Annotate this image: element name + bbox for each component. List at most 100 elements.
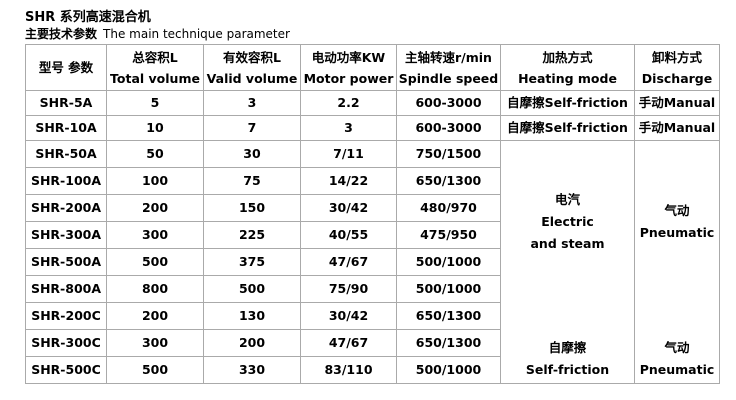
table-cell: 自摩擦Self-friction — [500, 115, 635, 141]
table-cell: 3 — [203, 90, 301, 116]
table-cell: 50 — [106, 140, 204, 168]
header-cn: 主轴转速r/min — [405, 49, 492, 65]
column-header: 有效容积L Valid volume — [203, 44, 301, 91]
table-cell: SHR-5A — [25, 90, 107, 116]
table-row: SHR-500A 500 375 47/67 500/1000 — [25, 248, 720, 276]
table-cell: 自摩擦Self-friction — [500, 90, 635, 116]
column-header: 加热方式 Heating mode — [500, 44, 635, 91]
discharge-group-a: 气动 Pneumatic — [634, 140, 720, 303]
table-cell: 75/90 — [300, 275, 397, 303]
table-cell: 30/42 — [300, 194, 397, 222]
heating-mode-group-c: 自摩擦 Self-friction — [500, 302, 635, 384]
subtitle: 主要技术参数 The main technique parameter — [25, 25, 290, 42]
table-cell: 150 — [203, 194, 301, 222]
table-cell: 300 — [106, 329, 204, 357]
table-cell: SHR-200C — [25, 302, 107, 330]
table-cell: 500 — [106, 248, 204, 276]
table-cell: 手动Manual — [634, 115, 720, 141]
table-row: SHR-100A 100 75 14/22 650/1300 — [25, 167, 720, 195]
table-cell: 300 — [106, 221, 204, 249]
heating-en: Self-friction — [525, 362, 610, 377]
header-cn: 有效容积L — [223, 49, 281, 65]
table-cell: 650/1300 — [396, 167, 501, 195]
header-en: Heating mode — [518, 70, 617, 86]
column-header: 型号 参数 — [25, 44, 107, 91]
table-cell: 130 — [203, 302, 301, 330]
discharge-en: Pneumatic — [639, 362, 715, 377]
table-cell: 330 — [203, 356, 301, 384]
table-cell: 3 — [300, 115, 397, 141]
table-cell: 500 — [106, 356, 204, 384]
table-cell: 7 — [203, 115, 301, 141]
table-cell: 200 — [106, 302, 204, 330]
table-cell: 750/1500 — [396, 140, 501, 168]
table-cell: 225 — [203, 221, 301, 249]
table-cell: 500/1000 — [396, 275, 501, 303]
discharge-cn: 气动 — [664, 202, 690, 218]
table-row: SHR-200A 200 150 30/42 480/970 — [25, 194, 720, 222]
table-cell: 5 — [106, 90, 204, 116]
table-row: SHR-500C 500 330 83/110 500/1000 — [25, 356, 720, 384]
discharge-en: Pneumatic — [639, 224, 715, 240]
page-title: SHR 系列高速混合机 — [25, 10, 151, 25]
discharge-cn: 气动 — [664, 340, 690, 355]
table-cell: SHR-300C — [25, 329, 107, 357]
table-cell: 100 — [106, 167, 204, 195]
table-cell: 650/1300 — [396, 302, 501, 330]
table-cell: 600-3000 — [396, 115, 501, 141]
column-header: 电动功率KW Motor power — [300, 44, 397, 91]
table-cell: 30/42 — [300, 302, 397, 330]
header-en: Valid volume — [206, 70, 298, 86]
table-cell: 75 — [203, 167, 301, 195]
table-cell: 375 — [203, 248, 301, 276]
column-header: 总容积L Total volume — [106, 44, 204, 91]
table-cell: 47/67 — [300, 329, 397, 357]
table-cell: SHR-500A — [25, 248, 107, 276]
table-cell: 200 — [106, 194, 204, 222]
table-cell: 500 — [203, 275, 301, 303]
table-row: SHR-200C 200 130 30/42 650/1300 自摩擦 Self-frict… — [25, 302, 720, 384]
header-en: Total volume — [110, 70, 200, 86]
table-cell: 475/950 — [396, 221, 501, 249]
table-cell: SHR-500C — [25, 356, 107, 384]
header-cn: 电动功率KW — [311, 49, 386, 65]
subtitle-en: The main technique parameter — [103, 27, 290, 41]
heating-en: Electric — [541, 213, 594, 229]
table-row: SHR-300C 300 200 47/67 650/1300 — [25, 329, 720, 357]
heating-en: and steam — [530, 235, 605, 251]
table-cell: 800 — [106, 275, 204, 303]
heating-mode-group-a: 电汽 Electric and steam — [500, 140, 635, 303]
table-cell: SHR-100A — [25, 167, 107, 195]
discharge-group-c: 气动 Pneumatic — [634, 302, 720, 384]
table-cell: 2.2 — [300, 90, 397, 116]
table-row: SHR-50A 50 30 7/11 750/1500 电汽 Electric and ste… — [25, 140, 720, 303]
column-header: 卸料方式 Discharge — [634, 44, 720, 91]
heating-cn: 自摩擦 — [548, 340, 587, 355]
header-en: Spindle speed — [398, 70, 499, 86]
table-row: SHR-5A 5 3 2.2 600-3000 自摩擦Self-friction 手动Man… — [25, 90, 720, 116]
table-cell: 500/1000 — [396, 356, 501, 384]
header-cn: 型号 参数 — [38, 60, 94, 75]
table-cell: 14/22 — [300, 167, 397, 195]
table-cell: 500/1000 — [396, 248, 501, 276]
table-cell: SHR-800A — [25, 275, 107, 303]
heating-cn: 电汽 — [554, 191, 580, 207]
table-cell: 40/55 — [300, 221, 397, 249]
header-en: Motor power — [303, 70, 394, 86]
table-cell: SHR-300A — [25, 221, 107, 249]
table-cell: SHR-50A — [25, 140, 107, 168]
subtitle-cn: 主要技术参数 — [25, 27, 98, 41]
table-cell: 600-3000 — [396, 90, 501, 116]
table-cell: SHR-200A — [25, 194, 107, 222]
table-cell: 7/11 — [300, 140, 397, 168]
table-row: SHR-300A 300 225 40/55 475/950 — [25, 221, 720, 249]
column-header: 主轴转速r/min Spindle speed — [396, 44, 501, 91]
header-cn: 卸料方式 — [651, 49, 702, 65]
table-cell: SHR-10A — [25, 115, 107, 141]
table-cell: 83/110 — [300, 356, 397, 384]
table-cell: 手动Manual — [634, 90, 720, 116]
header-en: Discharge — [641, 70, 713, 86]
table-cell: 47/67 — [300, 248, 397, 276]
table-cell: 650/1300 — [396, 329, 501, 357]
table-cell: 480/970 — [396, 194, 501, 222]
